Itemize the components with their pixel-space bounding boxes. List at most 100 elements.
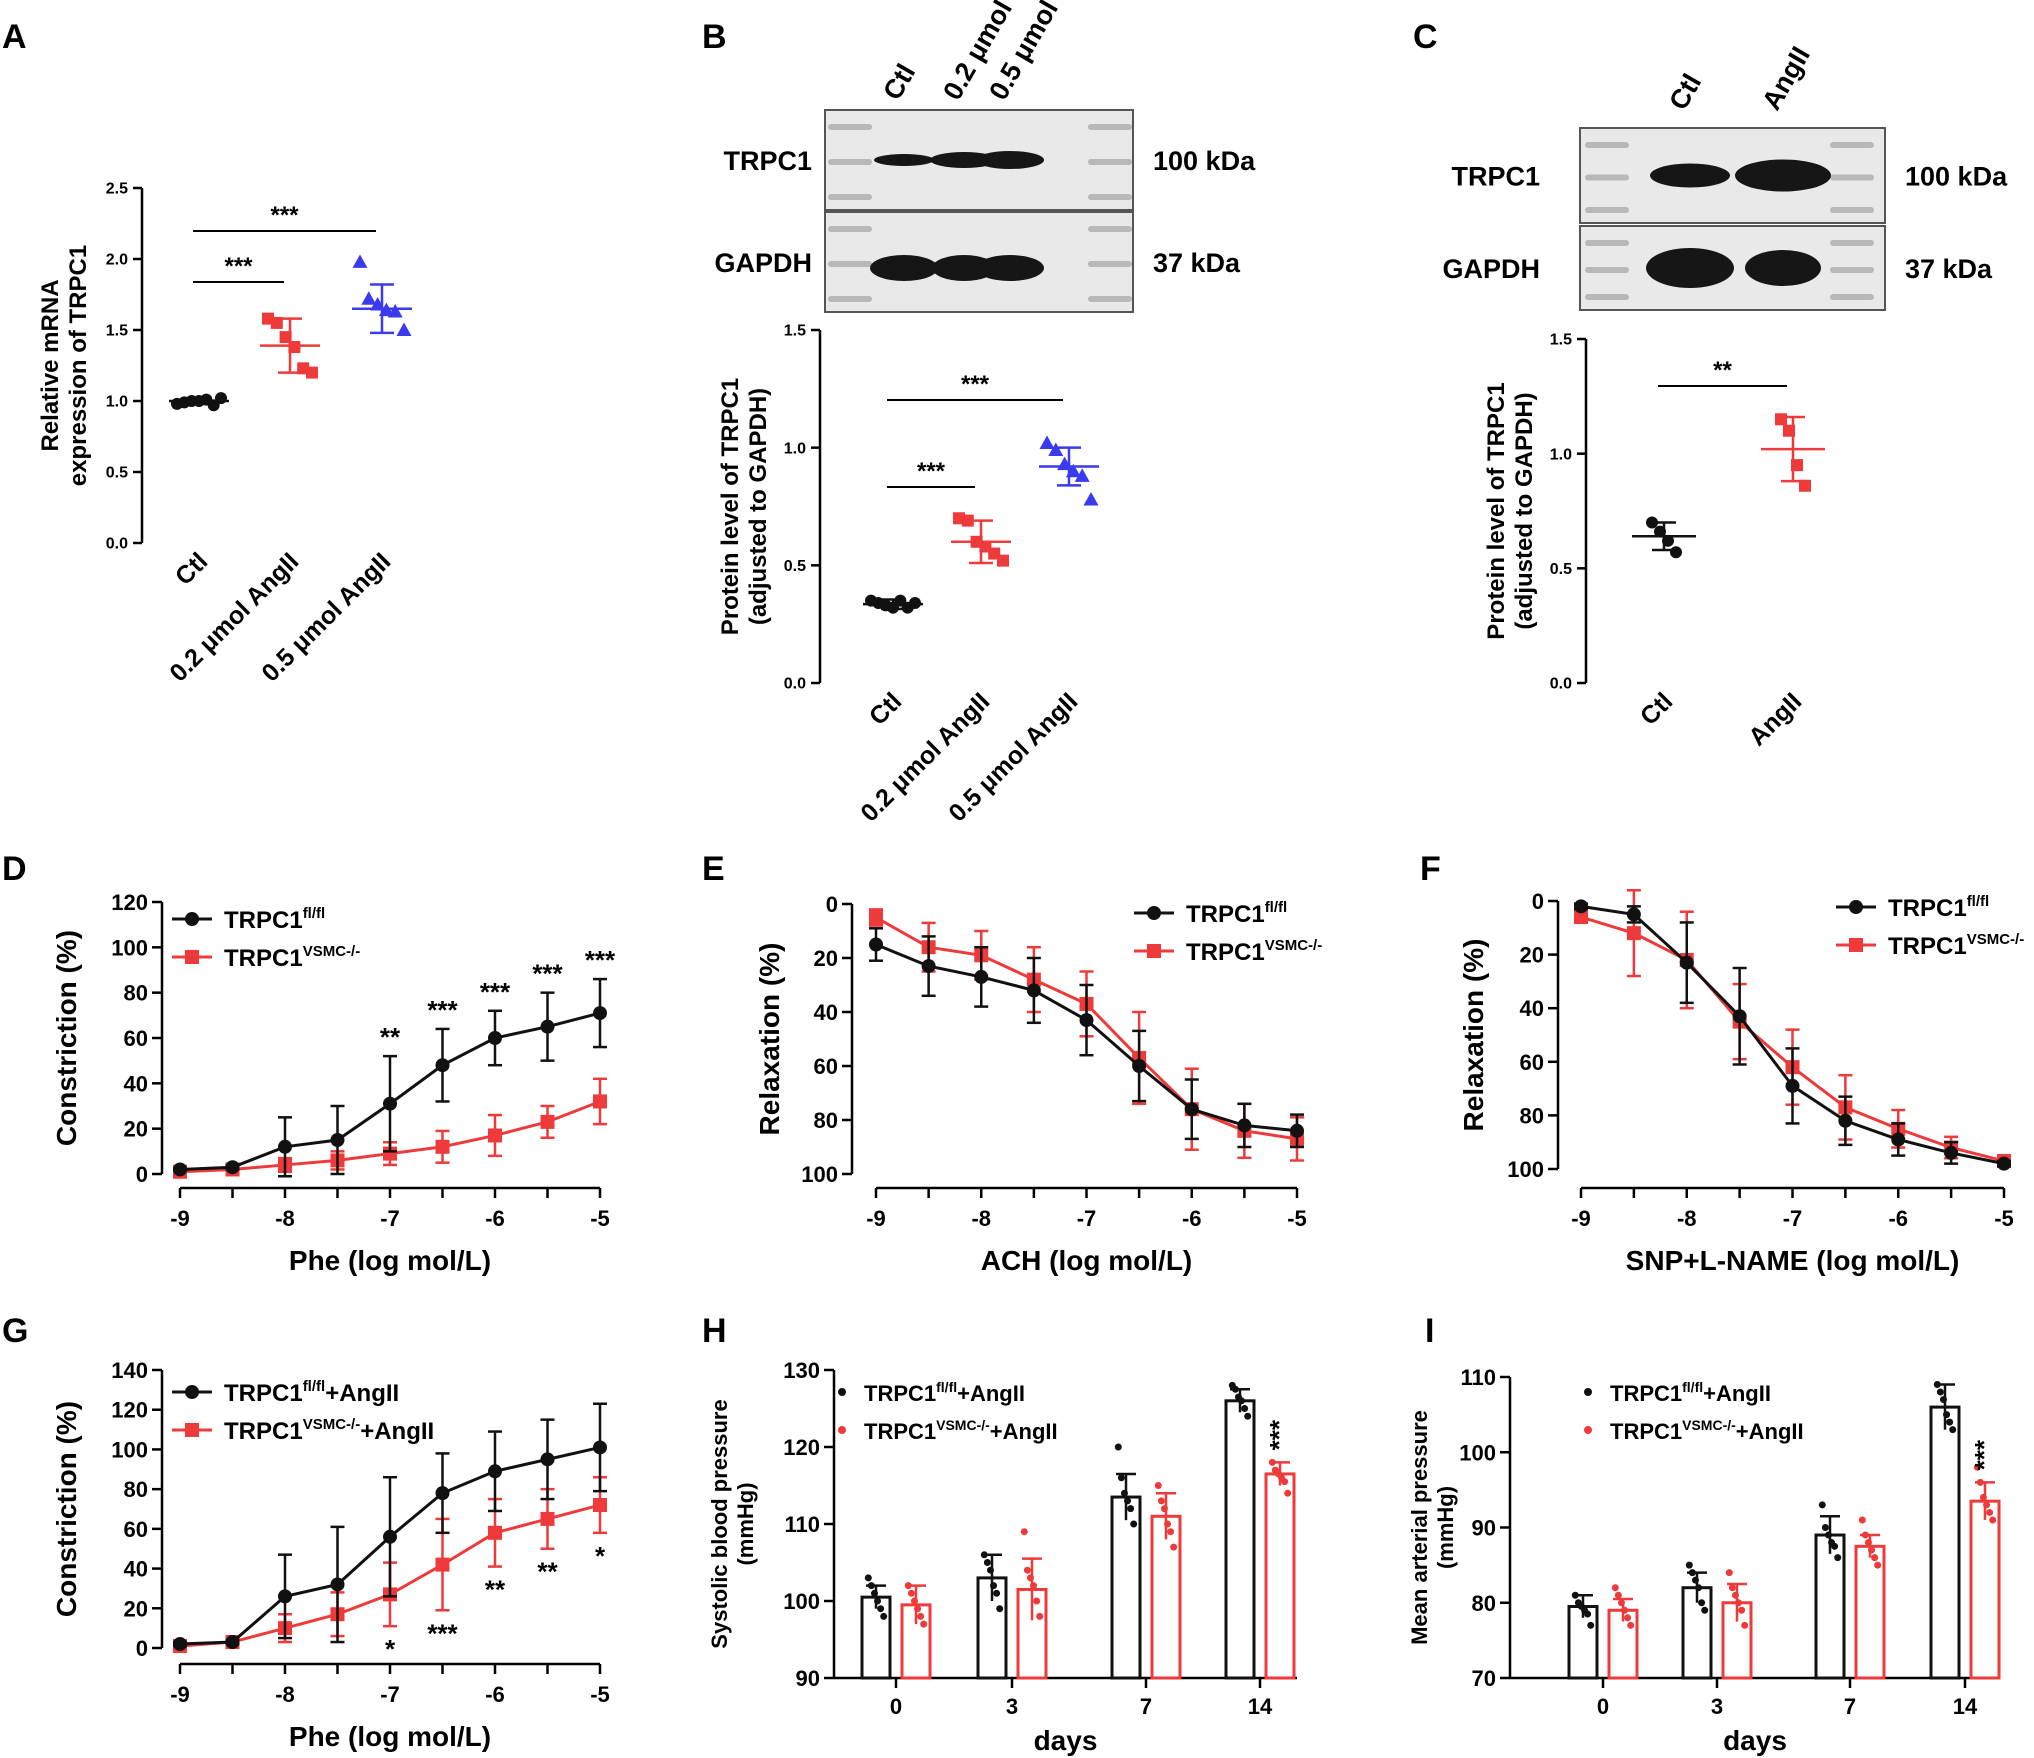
blot-ladder: [1088, 261, 1132, 267]
x-axis-title: ACH (log mol/L): [981, 1245, 1193, 1276]
data-point: [288, 341, 301, 354]
blot-ladder: [1088, 296, 1132, 302]
panel-A: 0.0 0.5 1.0 1.5 2.0 2.5 Relative mRNA expressio…: [37, 181, 412, 687]
x-tick-label: -8: [1677, 1206, 1697, 1231]
panel-A-significance: ***: [224, 253, 253, 280]
blot-ladder: [1088, 194, 1132, 200]
panel-C: 0.0 0.5 1.0 1.5 Protein level of TRPC1 (adjus…: [1483, 332, 1825, 751]
blot-ladder: [1585, 240, 1629, 246]
data-point: [1698, 1599, 1706, 1607]
data-point: [1170, 1543, 1178, 1551]
x-tick-label: -5: [590, 1682, 610, 1707]
y-tick-label: 80: [124, 1477, 148, 1502]
blot-band: [870, 255, 938, 281]
data-point: [1611, 1584, 1619, 1592]
data-point: [383, 1529, 397, 1544]
panel-B-y-tick-label: 1.5: [784, 323, 806, 340]
x-tick-label: -7: [380, 1682, 400, 1707]
data-point: [1167, 1528, 1175, 1536]
blot-band: [976, 151, 1044, 169]
legend-label: TRPC1fl/fl+AngII: [864, 1379, 1025, 1406]
y-tick-label: 120: [111, 1398, 148, 1423]
x-category-label: 3: [1006, 1694, 1018, 1719]
y-axis-title: Relative mRNA: [37, 279, 64, 451]
blot-lane-label: Ctl: [877, 59, 921, 105]
y-tick-label: 90: [1472, 1516, 1496, 1541]
x-category-label: 14: [1248, 1694, 1273, 1719]
blot-band: [932, 255, 996, 281]
data-point: [870, 1589, 878, 1597]
data-point: [1818, 1501, 1826, 1509]
panel-B: 0.0 0.5 1.0 1.5 Protein level of TRPC1 (adjus…: [717, 323, 1099, 827]
data-point: [488, 1464, 502, 1479]
data-point: [920, 1620, 928, 1628]
legend-marker: [838, 1426, 846, 1434]
blot-ladder: [828, 296, 872, 302]
data-point: [983, 1559, 991, 1566]
x-tick-label: -9: [170, 1206, 190, 1231]
panel-B-y-tick-label: 1.0: [784, 440, 806, 457]
y-tick-label: 120: [111, 890, 148, 915]
data-point: [435, 1557, 450, 1572]
x-tick-label: -7: [380, 1206, 400, 1231]
y-axis-title: Relaxation (%): [1458, 939, 1489, 1132]
panel-C-y-tick-label: 0.0: [1550, 676, 1572, 693]
panel-A-y-tick-label: 2.0: [106, 252, 128, 269]
data-point: [904, 1582, 912, 1590]
legend-label: TRPC1VSMC-/-: [1888, 931, 2024, 960]
y-tick-label: 20: [124, 1596, 148, 1621]
x-tick-label: -9: [170, 1682, 190, 1707]
panel-B-y-tick-label: 0.0: [784, 676, 806, 693]
data-point: [1160, 1505, 1168, 1513]
data-point: [488, 1031, 502, 1045]
significance-star: *: [595, 1541, 606, 1571]
blot-band: [1735, 159, 1831, 192]
x-tick-label: -6: [485, 1206, 505, 1231]
data-point: [1574, 910, 1588, 925]
data-point: [1026, 983, 1041, 998]
data-point: [215, 392, 227, 405]
data-point: [1624, 1614, 1632, 1622]
legend-marker: [1849, 938, 1863, 952]
data-point: [593, 1094, 607, 1109]
x-tick-label: -9: [1571, 1206, 1591, 1231]
blot-band: [1745, 250, 1821, 286]
data-point: [435, 1058, 450, 1073]
data-point: [1864, 1539, 1872, 1547]
x-tick-label: -5: [1994, 1206, 2014, 1231]
data-point: [1074, 468, 1090, 482]
y-tick-label: 100: [801, 1162, 838, 1187]
data-point: [1735, 1599, 1743, 1607]
data-point: [869, 937, 883, 952]
data-point: [1587, 1621, 1595, 1629]
legend-marker: [1147, 906, 1161, 920]
data-point: [917, 1612, 925, 1620]
data-point: [1946, 1418, 1954, 1426]
panel-H: 90 100 110 120 130 Systolic blood pressure (mm…: [707, 1358, 1297, 1756]
data-point: [1732, 1009, 1747, 1024]
data-point: [225, 1160, 240, 1175]
y-tick-label: 120: [783, 1435, 820, 1460]
y-tick-label: 0: [136, 1636, 148, 1661]
data-point: [1268, 1458, 1276, 1466]
blot-ladder: [1830, 142, 1874, 148]
blot-ladder: [1830, 207, 1874, 213]
data-point: [1670, 546, 1682, 559]
blot-protein-label: GAPDH: [1442, 254, 1540, 284]
blot-ladder: [1585, 207, 1629, 213]
data-point: [488, 1525, 502, 1540]
legend-label: TRPC1VSMC-/-+AngII: [864, 1417, 1058, 1444]
legend-label: TRPC1fl/fl: [1888, 893, 1989, 922]
y-axis-title: Constriction (%): [51, 930, 82, 1146]
blot-size-label: 100 kDa: [1905, 162, 2008, 192]
y-axis-title: Relaxation (%): [754, 943, 785, 1136]
data-point: [540, 1114, 555, 1129]
legend-label: TRPC1fl/fl: [224, 905, 325, 934]
data-point: [540, 1019, 555, 1034]
y-axis-title: (adjusted to GAPDH): [745, 388, 772, 625]
blot-size-label: 37 kDa: [1905, 254, 1993, 284]
y-tick-label: 60: [124, 1517, 148, 1542]
blot-ladder: [1585, 267, 1629, 273]
blot-size-label: 37 kDa: [1153, 248, 1241, 278]
data-point: [1627, 1621, 1635, 1629]
